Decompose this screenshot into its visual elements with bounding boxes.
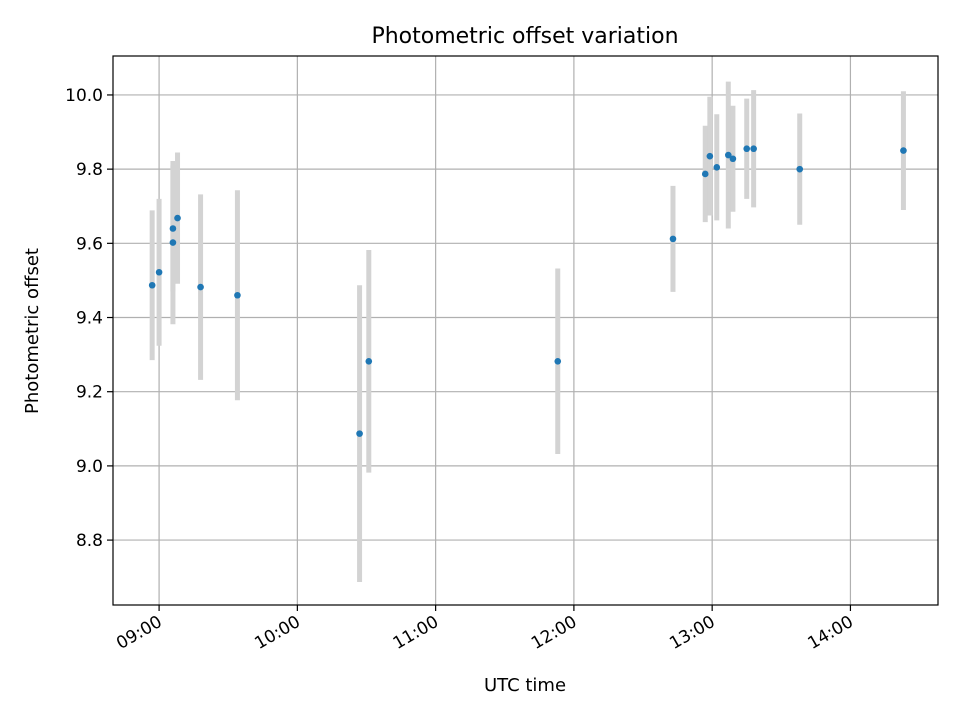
data-point	[900, 147, 907, 154]
y-tick-label: 9.6	[76, 234, 103, 254]
data-point	[713, 163, 721, 171]
x-tick-label: 13:00	[666, 612, 718, 654]
data-point	[356, 430, 363, 437]
x-tick-label: 12:00	[528, 612, 580, 654]
y-axis-label: Photometric offset	[22, 248, 43, 414]
chart-title: Photometric offset variation	[371, 24, 678, 49]
y-tick-label: 9.8	[76, 160, 103, 180]
data-point	[554, 357, 562, 365]
error-bars	[149, 81, 906, 583]
data-point	[148, 281, 156, 289]
data-point	[174, 214, 181, 222]
data-point	[365, 357, 373, 365]
data-point	[155, 268, 163, 276]
x-axis-label: UTC time	[484, 675, 566, 696]
data-point	[796, 165, 804, 173]
data-point	[169, 225, 177, 232]
data-point	[729, 155, 737, 163]
y-tick-label: 8.8	[76, 531, 103, 551]
grid-lines	[113, 56, 938, 605]
x-axis-ticks: 09:00 10:00 11:00 12:00 13:00 14:00	[113, 605, 857, 654]
y-tick-label: 10.0	[65, 86, 103, 106]
y-tick-label: 9.4	[76, 309, 103, 329]
x-tick-label: 11:00	[390, 612, 442, 654]
x-tick-label: 14:00	[804, 612, 856, 654]
x-tick-label: 10:00	[251, 612, 303, 654]
y-tick-label: 9.0	[76, 457, 103, 477]
data-point	[169, 239, 177, 246]
y-axis-ticks: 8.8 9.0 9.2 9.4 9.6 9.8 10.0	[65, 86, 113, 551]
x-tick-label: 09:00	[113, 612, 165, 654]
data-point	[197, 283, 204, 291]
data-point	[706, 152, 714, 160]
data-point	[701, 170, 709, 178]
data-point	[234, 291, 241, 299]
data-points	[148, 145, 907, 437]
y-tick-label: 9.2	[76, 383, 103, 403]
data-point	[724, 151, 732, 159]
data-point	[669, 235, 677, 243]
plot-frame	[112, 55, 939, 606]
data-point	[750, 145, 757, 153]
data-point	[743, 145, 751, 153]
